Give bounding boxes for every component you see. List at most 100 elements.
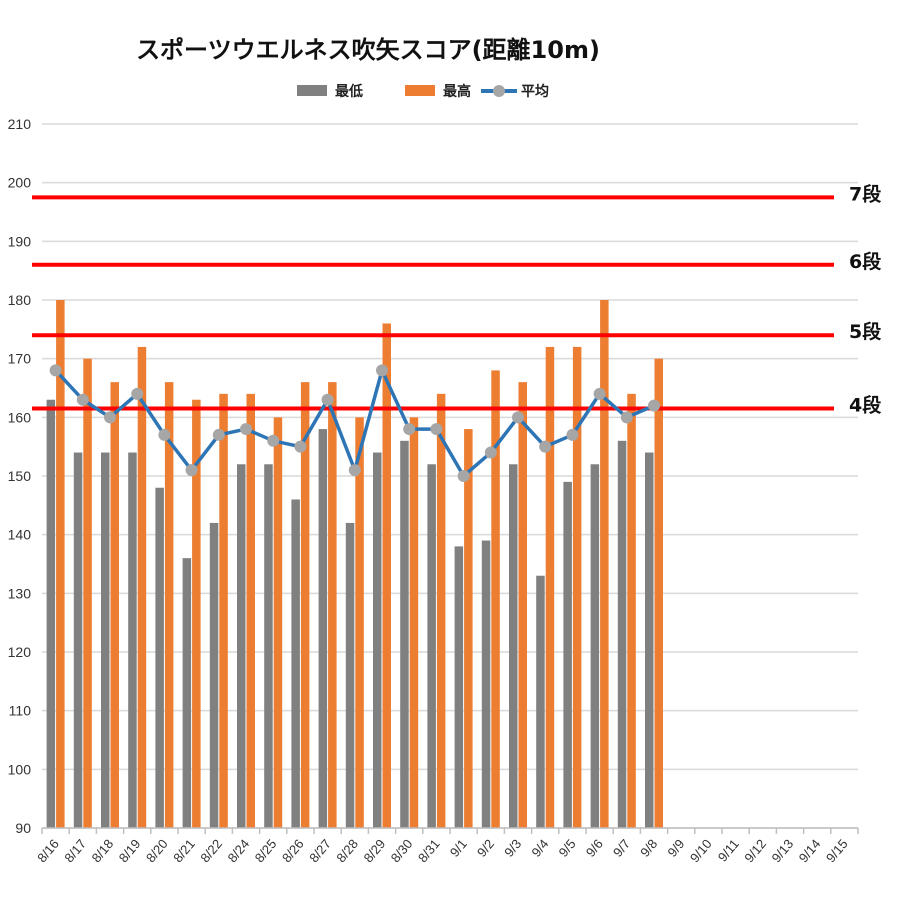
x-tick-label: 8/16 xyxy=(34,836,62,865)
bar-min xyxy=(481,540,491,828)
legend-swatch xyxy=(297,85,327,96)
x-tick-label: 8/27 xyxy=(306,836,334,865)
x-tick-label: 8/18 xyxy=(89,836,117,865)
x-tick-label: 8/21 xyxy=(170,836,198,865)
average-point xyxy=(267,434,280,447)
x-tick-label: 9/5 xyxy=(556,836,579,859)
rank-label: 4段 xyxy=(849,394,882,417)
average-point xyxy=(484,446,497,459)
x-tick-label: 9/4 xyxy=(528,836,551,859)
y-tick-label: 100 xyxy=(8,761,32,777)
x-tick-label: 8/26 xyxy=(279,836,307,865)
rank-label: 6段 xyxy=(849,250,882,273)
x-tick-label: 9/15 xyxy=(823,836,851,865)
bar-max xyxy=(83,358,92,828)
y-tick-label: 210 xyxy=(8,116,32,132)
x-tick-label: 9/1 xyxy=(447,836,470,859)
bar-max xyxy=(273,417,283,828)
average-point xyxy=(566,428,579,441)
average-point xyxy=(321,393,334,406)
x-tick-label: 9/13 xyxy=(769,836,797,865)
bar-min xyxy=(509,464,518,828)
bar-max xyxy=(300,382,310,828)
bar-max xyxy=(164,382,174,828)
y-tick-label: 190 xyxy=(8,233,32,249)
x-tick-label: 9/10 xyxy=(687,836,715,865)
y-tick-label: 180 xyxy=(8,292,32,308)
bar-max xyxy=(246,393,255,828)
y-tick-label: 160 xyxy=(8,409,32,425)
bar-max xyxy=(382,323,391,828)
average-point xyxy=(240,423,252,436)
bar-max xyxy=(518,382,527,828)
y-tick-label: 110 xyxy=(9,703,32,719)
x-tick-label: 9/2 xyxy=(474,836,497,859)
bar-max xyxy=(654,358,663,828)
bar-min xyxy=(345,522,355,828)
legend-label: 最高 xyxy=(443,83,471,100)
average-point xyxy=(104,411,116,424)
x-tick-label: 9/11 xyxy=(715,836,742,864)
legend-marker xyxy=(493,85,505,97)
bar-min xyxy=(536,575,545,828)
bar-max xyxy=(355,417,364,828)
bar-max xyxy=(137,346,147,828)
bar-max xyxy=(572,346,582,828)
bar-max xyxy=(409,417,419,828)
x-tick-label: 8/29 xyxy=(361,836,389,865)
bar-max xyxy=(328,382,337,828)
average-point xyxy=(539,440,552,453)
bar-max xyxy=(436,393,446,828)
average-point xyxy=(512,411,524,424)
bar-min xyxy=(182,558,192,828)
rank-label: 7段 xyxy=(849,182,882,205)
bar-max xyxy=(545,346,555,828)
bar-max xyxy=(192,399,201,828)
average-point xyxy=(294,440,307,453)
x-tick-label: 8/22 xyxy=(197,836,225,865)
bar-max xyxy=(491,370,500,828)
legend-swatch xyxy=(405,85,435,96)
bar-min xyxy=(373,452,382,828)
bars xyxy=(46,300,663,828)
y-tick-label: 90 xyxy=(15,820,31,836)
x-tick-label: 8/24 xyxy=(225,836,253,865)
x-tick-label: 8/28 xyxy=(333,836,361,865)
x-tick-label: 9/3 xyxy=(501,836,524,859)
bar-min xyxy=(264,464,273,828)
x-tick-label: 8/25 xyxy=(252,836,280,865)
average-point xyxy=(430,423,443,436)
bar-min xyxy=(617,440,627,828)
y-tick-label: 150 xyxy=(8,468,32,484)
y-tick-label: 140 xyxy=(8,527,32,543)
average-point xyxy=(457,470,470,482)
average-point xyxy=(403,423,416,436)
x-tick-label: 9/12 xyxy=(741,836,769,865)
bar-min xyxy=(590,464,600,828)
bar-min xyxy=(427,464,436,828)
average-point xyxy=(185,464,198,477)
bar-max xyxy=(219,393,228,828)
x-tick-label: 9/14 xyxy=(796,836,824,865)
legend: 最低 最高 平均 xyxy=(297,83,549,100)
average-point xyxy=(158,428,171,441)
x-tick-label: 8/19 xyxy=(116,836,144,865)
y-tick-label: 170 xyxy=(8,351,32,367)
bar-max xyxy=(56,300,65,828)
average-series xyxy=(49,364,660,482)
x-axis-ticks: 8/16 8/17 8/18 8/19 8/20 8/21 8/22 8/24 8/25 8/26… xyxy=(34,836,851,865)
bar-max xyxy=(627,393,636,828)
legend-label: 平均 xyxy=(521,83,549,100)
y-tick-label: 130 xyxy=(8,585,32,601)
bar-min xyxy=(209,522,219,828)
rank-label: 5段 xyxy=(849,320,882,343)
y-tick-label: 200 xyxy=(8,175,32,191)
x-tick-label: 8/17 xyxy=(61,836,89,865)
average-point xyxy=(348,464,361,477)
average-point xyxy=(620,411,633,424)
bar-min xyxy=(563,481,572,828)
average-point xyxy=(648,399,660,412)
x-tick-label: 9/6 xyxy=(583,836,606,859)
average-point xyxy=(131,387,144,400)
